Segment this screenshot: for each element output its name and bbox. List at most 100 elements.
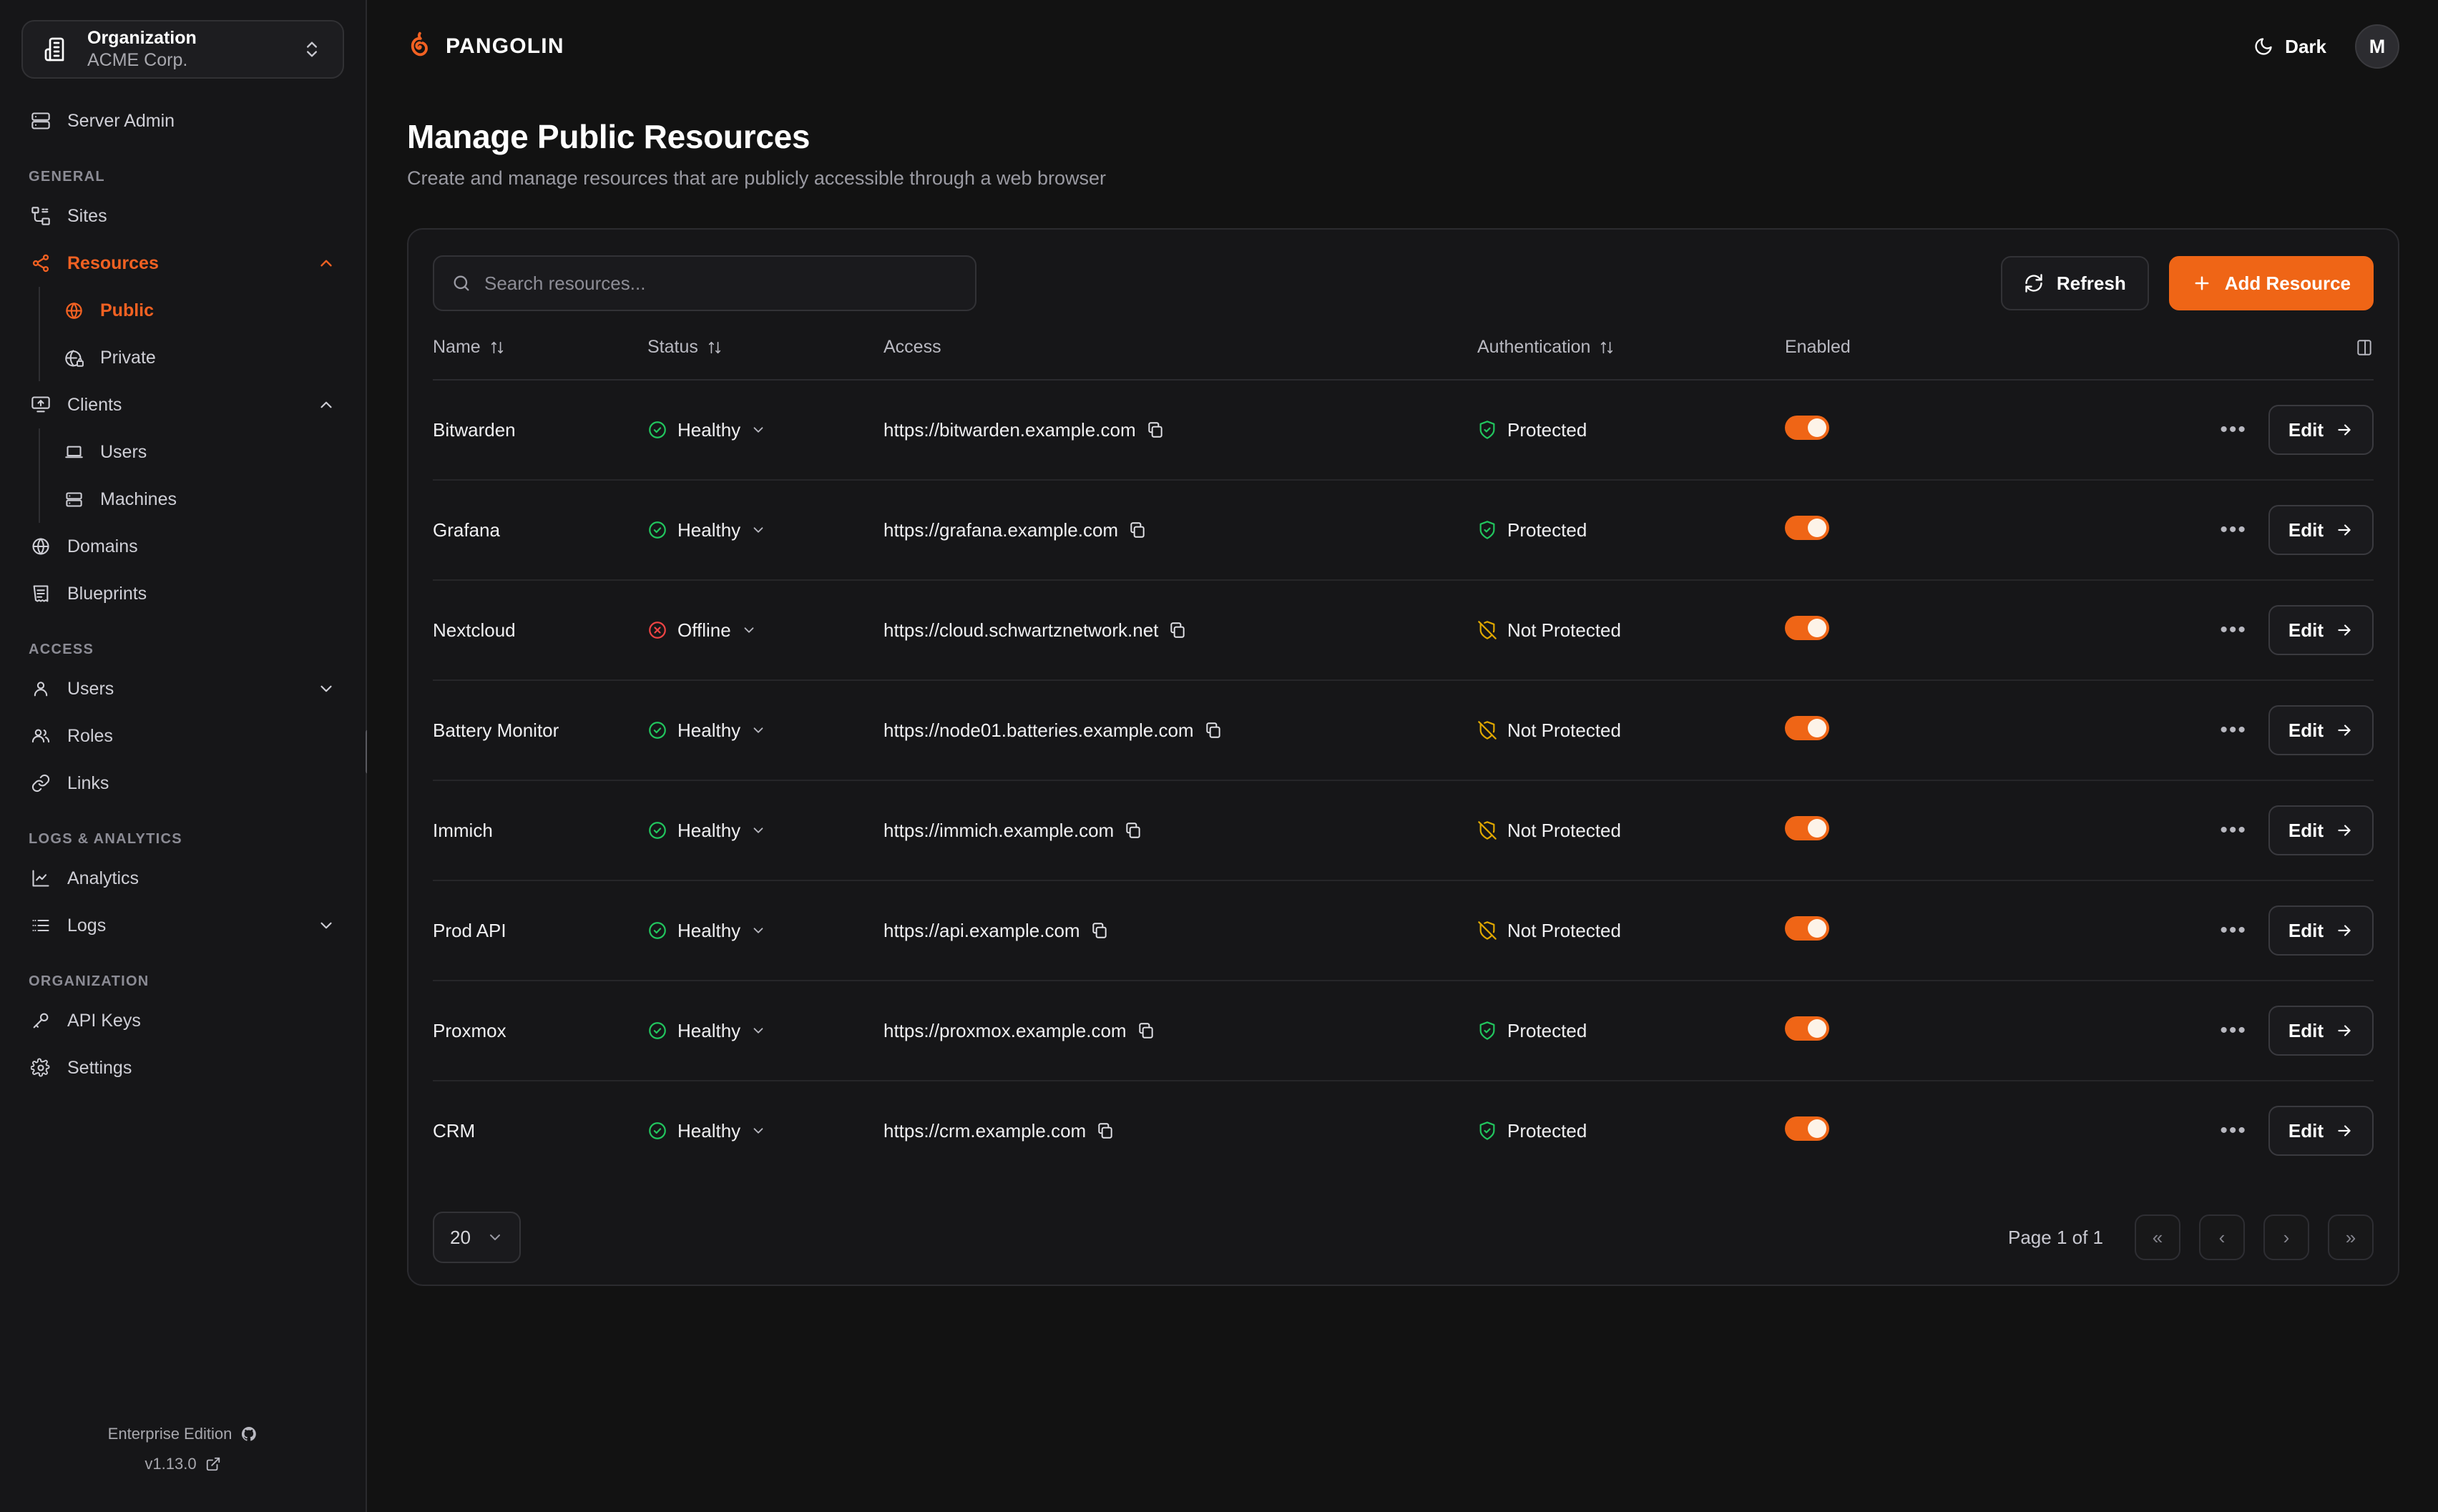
- cell-status[interactable]: Healthy: [647, 380, 883, 481]
- column-header-authentication[interactable]: Authentication: [1477, 337, 1785, 381]
- sidebar-item-clients[interactable]: Clients: [17, 381, 348, 428]
- copy-icon[interactable]: [1096, 1121, 1115, 1140]
- cell-status[interactable]: Offline: [647, 580, 883, 681]
- resource-url[interactable]: https://cloud.schwartznetwork.net: [883, 619, 1159, 641]
- sidebar-item-resources[interactable]: Resources: [17, 240, 348, 287]
- enabled-toggle[interactable]: [1785, 815, 1829, 840]
- prev-page-button[interactable]: ‹: [2199, 1214, 2245, 1260]
- column-header-status[interactable]: Status: [647, 337, 883, 381]
- sidebar-item-logs[interactable]: Logs: [17, 902, 348, 949]
- sidebar-item-domains[interactable]: Domains: [17, 523, 348, 570]
- table-row[interactable]: Immich Healthy https://immich.example.com N…: [433, 780, 2374, 881]
- sidebar-item-users[interactable]: Users: [17, 665, 348, 712]
- row-menu-button[interactable]: •••: [2220, 518, 2247, 541]
- copy-icon[interactable]: [1204, 721, 1223, 740]
- row-menu-button[interactable]: •••: [2220, 618, 2247, 642]
- chevron-down-icon[interactable]: [750, 1023, 766, 1039]
- enabled-toggle[interactable]: [1785, 715, 1829, 740]
- enabled-toggle[interactable]: [1785, 415, 1829, 440]
- edit-button[interactable]: Edit: [2268, 405, 2374, 455]
- enabled-toggle[interactable]: [1785, 515, 1829, 540]
- enabled-toggle[interactable]: [1785, 1016, 1829, 1041]
- sidebar-item-clients-machines[interactable]: Machines: [50, 476, 348, 523]
- chevron-down-icon[interactable]: [750, 522, 766, 538]
- chevron-down-icon[interactable]: [750, 923, 766, 938]
- row-menu-button[interactable]: •••: [2220, 1018, 2247, 1042]
- row-menu-button[interactable]: •••: [2220, 918, 2247, 942]
- brand[interactable]: PANGOLIN: [403, 31, 564, 62]
- add-resource-button[interactable]: Add Resource: [2168, 256, 2374, 310]
- org-switcher[interactable]: Organization ACME Corp.: [21, 20, 344, 79]
- edition-row[interactable]: Enterprise Edition: [0, 1419, 366, 1449]
- avatar[interactable]: M: [2355, 24, 2399, 69]
- github-icon[interactable]: [240, 1425, 258, 1443]
- resource-url[interactable]: https://crm.example.com: [883, 1119, 1087, 1142]
- enabled-toggle[interactable]: [1785, 915, 1829, 941]
- row-menu-button[interactable]: •••: [2220, 418, 2247, 441]
- last-page-button[interactable]: »: [2328, 1214, 2374, 1260]
- resource-url[interactable]: https://proxmox.example.com: [883, 1019, 1127, 1041]
- chevron-down-icon[interactable]: [750, 422, 766, 438]
- version-row[interactable]: v1.13.0: [0, 1449, 366, 1479]
- edit-button[interactable]: Edit: [2268, 705, 2374, 755]
- copy-icon[interactable]: [1137, 1021, 1155, 1040]
- enabled-toggle[interactable]: [1785, 1116, 1829, 1141]
- chevron-down-icon[interactable]: [315, 915, 337, 936]
- sidebar-item-server-admin[interactable]: Server Admin: [17, 97, 348, 144]
- resource-url[interactable]: https://api.example.com: [883, 919, 1080, 941]
- sort-icon[interactable]: [489, 340, 505, 355]
- chevron-up-icon[interactable]: [315, 394, 337, 416]
- sidebar-item-settings[interactable]: Settings: [17, 1044, 348, 1091]
- row-menu-button[interactable]: •••: [2220, 818, 2247, 842]
- column-header-name[interactable]: Name: [433, 337, 647, 381]
- sidebar-item-blueprints[interactable]: Blueprints: [17, 570, 348, 617]
- sort-icon[interactable]: [707, 340, 723, 355]
- edit-button[interactable]: Edit: [2268, 505, 2374, 555]
- page-size-select[interactable]: 20: [433, 1212, 521, 1263]
- sidebar-item-links[interactable]: Links: [17, 760, 348, 807]
- table-row[interactable]: Prod API Healthy https://api.example.com No…: [433, 880, 2374, 981]
- external-link-icon[interactable]: [205, 1456, 221, 1472]
- sidebar-item-clients-users[interactable]: Users: [50, 428, 348, 476]
- row-menu-button[interactable]: •••: [2220, 718, 2247, 742]
- row-menu-button[interactable]: •••: [2220, 1119, 2247, 1142]
- sidebar-item-roles[interactable]: Roles: [17, 712, 348, 760]
- chevron-down-icon[interactable]: [741, 622, 757, 638]
- search-input[interactable]: [484, 272, 958, 295]
- sidebar-item-analytics[interactable]: Analytics: [17, 855, 348, 902]
- copy-icon[interactable]: [1168, 621, 1187, 639]
- edit-button[interactable]: Edit: [2268, 905, 2374, 956]
- table-row[interactable]: Grafana Healthy https://grafana.example.co…: [433, 480, 2374, 581]
- sidebar-item-api-keys[interactable]: API Keys: [17, 997, 348, 1044]
- table-row[interactable]: Bitwarden Healthy https://bitwarden.exampl…: [433, 380, 2374, 481]
- table-row[interactable]: Battery Monitor Healthy https://node01.bat…: [433, 680, 2374, 781]
- theme-toggle[interactable]: Dark: [2253, 36, 2326, 58]
- table-row[interactable]: CRM Healthy https://crm.example.com Protect…: [433, 1081, 2374, 1180]
- sidebar-item-sites[interactable]: Sites: [17, 192, 348, 240]
- column-header-options[interactable]: [2021, 337, 2374, 381]
- copy-icon[interactable]: [1128, 521, 1147, 539]
- resource-url[interactable]: https://node01.batteries.example.com: [883, 719, 1194, 741]
- enabled-toggle[interactable]: [1785, 615, 1829, 640]
- search-box[interactable]: [433, 255, 976, 311]
- columns-toggle-icon[interactable]: [2355, 338, 2374, 357]
- chevron-down-icon[interactable]: [750, 1123, 766, 1139]
- edit-button[interactable]: Edit: [2268, 605, 2374, 655]
- table-row[interactable]: Proxmox Healthy https://proxmox.example.co…: [433, 981, 2374, 1081]
- cell-status[interactable]: Healthy: [647, 480, 883, 581]
- copy-icon[interactable]: [1124, 821, 1142, 840]
- refresh-button[interactable]: Refresh: [2000, 256, 2149, 310]
- next-page-button[interactable]: ›: [2263, 1214, 2309, 1260]
- edit-button[interactable]: Edit: [2268, 1006, 2374, 1056]
- table-row[interactable]: Nextcloud Offline https://cloud.schwartzne…: [433, 580, 2374, 681]
- cell-status[interactable]: Healthy: [647, 880, 883, 981]
- sort-icon[interactable]: [1599, 340, 1615, 355]
- sidebar-item-private[interactable]: Private: [50, 334, 348, 381]
- resource-url[interactable]: https://bitwarden.example.com: [883, 418, 1136, 441]
- resource-url[interactable]: https://immich.example.com: [883, 819, 1115, 841]
- chevron-down-icon[interactable]: [750, 823, 766, 838]
- chevron-down-icon[interactable]: [315, 678, 337, 699]
- resource-url[interactable]: https://grafana.example.com: [883, 519, 1119, 541]
- chevron-up-icon[interactable]: [315, 252, 337, 274]
- copy-icon[interactable]: [1146, 421, 1165, 439]
